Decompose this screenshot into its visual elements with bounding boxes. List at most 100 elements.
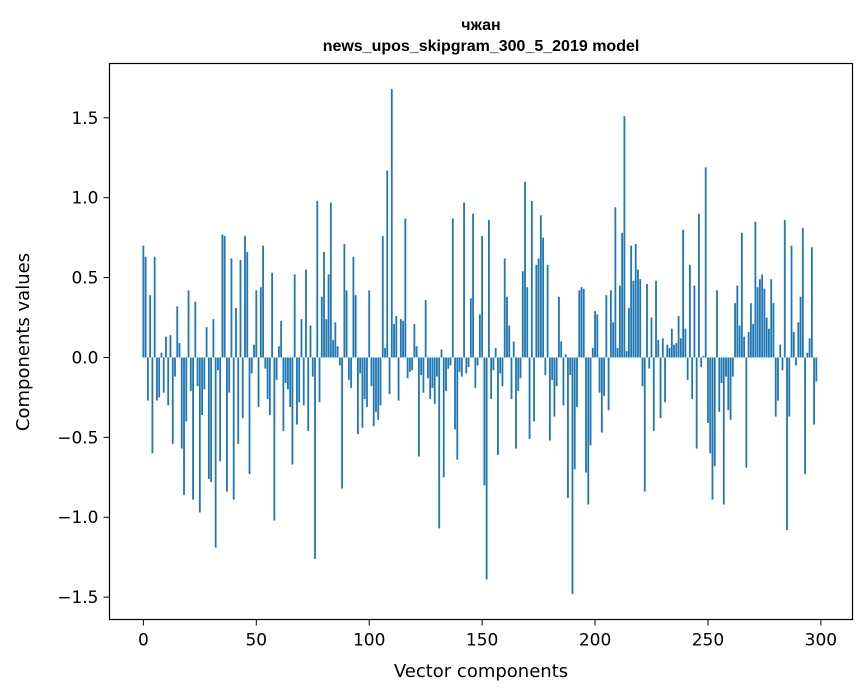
bar	[214, 357, 217, 548]
bar	[713, 357, 716, 467]
bar	[427, 357, 429, 379]
bar	[241, 357, 244, 419]
bar	[422, 357, 425, 393]
bar	[510, 357, 513, 400]
bar	[237, 357, 240, 444]
bar	[478, 314, 481, 358]
bar	[248, 357, 251, 475]
bar	[537, 258, 540, 358]
bar	[666, 344, 669, 358]
bar	[185, 357, 188, 422]
bar	[729, 357, 732, 420]
bar	[770, 279, 773, 358]
bar	[652, 357, 655, 431]
bar	[661, 338, 664, 358]
bar	[768, 328, 770, 358]
bar	[691, 357, 694, 400]
bar	[786, 357, 788, 531]
bar	[765, 317, 768, 358]
bar	[587, 357, 590, 505]
bar	[639, 279, 642, 358]
bar	[174, 357, 176, 377]
bar	[515, 357, 517, 449]
bar	[277, 346, 280, 358]
bar	[492, 357, 495, 371]
y-tick-label: 1.5	[71, 109, 98, 129]
plot-frame	[108, 62, 854, 621]
bar	[618, 285, 621, 358]
bar	[320, 296, 323, 358]
bar	[399, 319, 402, 358]
bar	[517, 357, 520, 392]
bar	[379, 357, 382, 406]
bar	[558, 296, 560, 358]
bar	[476, 357, 479, 366]
bar	[790, 245, 793, 358]
bar	[779, 344, 782, 358]
bar	[670, 328, 673, 358]
bar	[230, 258, 233, 358]
bar	[210, 357, 213, 483]
bar	[544, 357, 547, 376]
bar	[395, 315, 398, 358]
bar	[731, 357, 734, 377]
bar	[296, 357, 298, 425]
bar	[314, 357, 316, 559]
bar	[429, 357, 432, 400]
bar	[485, 357, 488, 580]
bar	[727, 357, 730, 411]
bar	[460, 357, 463, 377]
bar	[799, 296, 802, 358]
bar	[612, 322, 615, 358]
bar	[542, 237, 545, 358]
bar	[289, 357, 292, 408]
bar	[580, 287, 583, 358]
bar	[664, 357, 666, 403]
bar	[600, 357, 603, 433]
bar	[350, 357, 353, 388]
bar	[142, 245, 145, 358]
bar	[268, 357, 271, 415]
bar	[291, 357, 294, 465]
bar	[813, 357, 816, 425]
bar	[162, 357, 165, 393]
bar	[576, 357, 578, 408]
bar	[467, 357, 470, 368]
y-axis-label: Components values	[13, 253, 34, 431]
bar	[573, 357, 576, 470]
bar	[693, 285, 696, 358]
bar	[300, 319, 303, 358]
x-tick-label: 50	[245, 631, 267, 651]
bar	[183, 357, 185, 495]
bar	[352, 256, 355, 358]
bar	[539, 215, 542, 358]
bar	[609, 290, 612, 358]
y-tick-label: 1.0	[71, 189, 98, 209]
bar	[774, 357, 777, 417]
bar	[749, 303, 752, 358]
bar	[745, 357, 748, 468]
bar	[603, 357, 605, 396]
bar	[675, 343, 678, 358]
bar	[259, 287, 262, 358]
bar	[630, 245, 633, 358]
bar	[569, 357, 572, 376]
bar	[641, 357, 644, 387]
bar	[454, 357, 456, 430]
bar	[307, 357, 310, 431]
bar	[205, 327, 208, 358]
bar	[146, 357, 149, 401]
y-tick-label: 0.0	[71, 348, 98, 368]
bar	[228, 357, 231, 393]
bar	[806, 352, 809, 358]
bar	[149, 295, 152, 358]
bar	[329, 202, 332, 358]
bar	[625, 351, 628, 358]
bar	[198, 357, 201, 513]
bar	[203, 357, 206, 390]
bar	[781, 357, 784, 371]
bar	[417, 357, 420, 457]
bar	[264, 357, 267, 369]
bar	[415, 346, 418, 358]
